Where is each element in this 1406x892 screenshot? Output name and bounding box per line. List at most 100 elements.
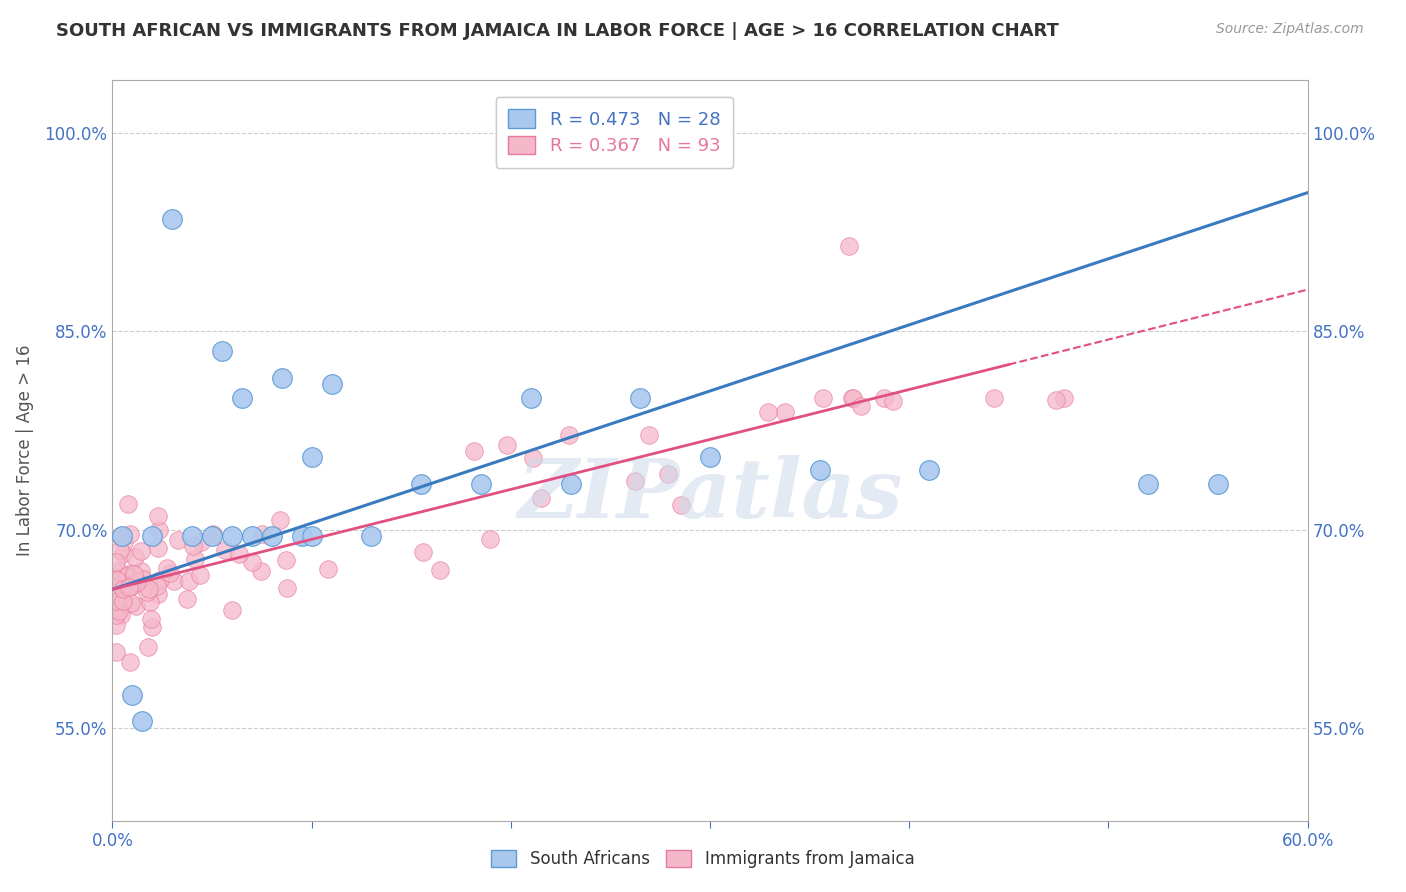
Point [983, 391, 1005, 405]
Point [176, 591, 198, 606]
Point [111, 594, 134, 608]
Point [118, 527, 141, 541]
Point [918, 463, 941, 477]
Point [638, 428, 661, 442]
Point [120, 566, 142, 581]
Point [214, 542, 236, 557]
Point [105, 608, 128, 623]
Point [105, 555, 128, 569]
Point [124, 567, 146, 582]
Point [463, 444, 485, 458]
Point [628, 391, 651, 405]
Text: SOUTH AFRICAN VS IMMIGRANTS FROM JAMAICA IN LABOR FORCE | AGE > 16 CORRELATION C: SOUTH AFRICAN VS IMMIGRANTS FROM JAMAICA… [56, 22, 1059, 40]
Point [240, 555, 263, 569]
Point [105, 618, 128, 632]
Point [125, 599, 148, 614]
Point [842, 391, 865, 405]
Point [882, 394, 904, 409]
Point [558, 428, 581, 442]
Point [138, 595, 160, 609]
Point [125, 574, 148, 589]
Point [872, 391, 894, 405]
Point [360, 529, 382, 543]
Point [107, 564, 129, 578]
Point [112, 582, 135, 597]
Point [221, 529, 243, 543]
Point [479, 533, 502, 547]
Point [110, 608, 132, 623]
Text: Source: ZipAtlas.com: Source: ZipAtlas.com [1216, 22, 1364, 37]
Point [111, 529, 134, 543]
Point [249, 565, 271, 579]
Legend: R = 0.473   N = 28, R = 0.367   N = 93: R = 0.473 N = 28, R = 0.367 N = 93 [496, 96, 733, 168]
Point [1053, 391, 1076, 405]
Point [411, 476, 433, 491]
Point [321, 377, 343, 392]
Point [181, 529, 204, 543]
Point [496, 438, 519, 452]
Point [849, 400, 872, 414]
Point [1137, 476, 1160, 491]
Point [657, 467, 679, 482]
Point [141, 612, 163, 626]
Point [470, 476, 492, 491]
Point [141, 620, 163, 634]
Point [231, 391, 253, 405]
Point [773, 405, 796, 419]
Point [318, 562, 340, 576]
Point [105, 645, 128, 659]
Point [624, 474, 647, 488]
Point [108, 529, 131, 543]
Point [838, 238, 860, 252]
Point [105, 594, 128, 608]
Point [270, 370, 292, 384]
Point [184, 552, 207, 566]
Point [121, 579, 143, 593]
Point [412, 544, 434, 558]
Point [146, 541, 169, 555]
Point [132, 573, 155, 587]
Point [146, 579, 169, 593]
Point [177, 574, 200, 589]
Point [112, 576, 135, 591]
Point [110, 591, 132, 605]
Point [276, 582, 298, 596]
Point [841, 391, 863, 405]
Point [181, 539, 204, 553]
Point [669, 499, 692, 513]
Point [155, 561, 177, 575]
Point [276, 553, 298, 567]
Point [118, 655, 141, 669]
Legend: South Africans, Immigrants from Jamaica: South Africans, Immigrants from Jamaica [485, 843, 921, 875]
Point [131, 714, 153, 729]
Point [162, 212, 183, 227]
Point [188, 568, 211, 582]
Point [301, 529, 323, 543]
Point [117, 497, 139, 511]
Point [120, 578, 142, 592]
Point [111, 547, 134, 561]
Point [159, 566, 181, 580]
Point [146, 509, 169, 524]
Point [129, 564, 152, 578]
Point [138, 640, 160, 654]
Point [135, 585, 157, 599]
Point [141, 529, 163, 543]
Point [118, 580, 141, 594]
Point [190, 534, 212, 549]
Point [124, 549, 146, 564]
Point [111, 582, 134, 597]
Point [108, 604, 131, 618]
Point [808, 463, 831, 477]
Point [291, 529, 314, 543]
Point [138, 582, 160, 596]
Point [1045, 392, 1067, 407]
Point [148, 523, 170, 537]
Point [149, 573, 172, 587]
Point [699, 450, 721, 464]
Point [252, 527, 274, 541]
Point [520, 391, 543, 405]
Point [301, 450, 323, 464]
Point [522, 450, 544, 465]
Point [167, 533, 190, 547]
